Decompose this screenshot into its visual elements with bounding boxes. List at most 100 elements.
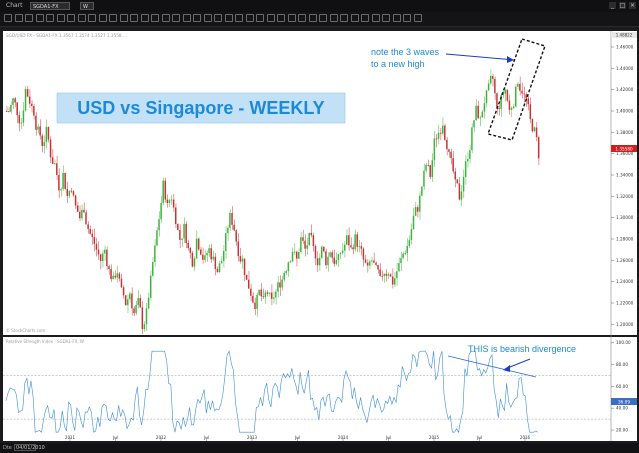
candle [377, 264, 379, 270]
candle [273, 297, 275, 299]
arrow-icon [507, 56, 514, 63]
candle [197, 238, 200, 250]
toolbar-tool-icon[interactable] [350, 14, 359, 22]
toolbar-tool-icon[interactable] [245, 14, 254, 22]
candle [37, 126, 39, 130]
candle [346, 235, 348, 245]
toolbar-tool-icon[interactable] [4, 14, 12, 22]
toolbar-tool-icon[interactable] [224, 14, 233, 22]
toolbar-tool-icon[interactable] [14, 14, 23, 22]
toolbar-tool-icon[interactable] [308, 14, 317, 22]
toolbar-tool-icon[interactable] [182, 14, 191, 22]
candle [16, 102, 18, 116]
candle [479, 117, 481, 119]
toolbar-tool-icon[interactable] [371, 14, 380, 22]
candle [393, 278, 396, 285]
toolbar-tool-icon[interactable] [298, 14, 306, 22]
candle [216, 268, 219, 273]
candle [193, 258, 196, 267]
toolbar-tool-icon[interactable] [214, 14, 222, 22]
toolbar-tool-icon[interactable] [235, 14, 243, 22]
y-tick-label: 1.22000 [616, 301, 634, 306]
candle [506, 89, 509, 101]
minimize-icon[interactable]: _ [609, 2, 616, 9]
toolbar-tool-icon[interactable] [172, 14, 180, 22]
toolbar-tool-icon[interactable] [392, 14, 401, 22]
toolbar-tool-icon[interactable] [319, 14, 327, 22]
rsi-panel[interactable] [3, 337, 611, 441]
candle [76, 205, 79, 212]
chart-svg[interactable]: SGD/USD FX - SGDA1-FX 1.3567 1.3574 1.35… [0, 27, 639, 443]
candle [475, 105, 477, 121]
toolbar-tool-icon[interactable] [340, 14, 348, 22]
candle [423, 170, 425, 187]
y-tick-label: 1.20000 [616, 322, 634, 327]
candle [18, 115, 21, 124]
candle [456, 179, 459, 184]
toolbar-tool-icon[interactable] [98, 14, 107, 22]
x-tick-label: Jul [294, 435, 300, 440]
candle [62, 172, 64, 189]
toolbar-tool-icon[interactable] [67, 14, 75, 22]
candle [85, 212, 87, 225]
toolbar-tool-icon[interactable] [329, 14, 338, 22]
candle [35, 115, 37, 130]
toolbar-tool-icon[interactable] [88, 14, 96, 22]
toolbar-tool-icon[interactable] [361, 14, 369, 22]
toolbar-tool-icon[interactable] [413, 14, 422, 22]
chart-area[interactable]: SGD/USD FX - SGDA1-FX 1.3567 1.3574 1.35… [0, 27, 639, 443]
x-tick-label: 2014 [338, 435, 349, 440]
toolbar-tool-icon[interactable] [403, 14, 411, 22]
candle [135, 305, 137, 314]
x-tick-label: 2016 [520, 435, 531, 440]
toolbar-tool-icon[interactable] [193, 14, 201, 22]
maximize-icon[interactable]: □ [619, 2, 626, 9]
x-tick-label: 2015 [429, 435, 440, 440]
candle [254, 302, 256, 310]
candle [114, 275, 116, 278]
main-header-text: SGD/USD FX - SGDA1-FX 1.3567 1.3574 1.35… [6, 33, 127, 38]
candle [137, 298, 139, 306]
candle [412, 215, 415, 230]
toolbar-tool-icon[interactable] [266, 14, 275, 22]
title-box [56, 92, 346, 124]
candle [504, 89, 507, 94]
y-tick-label: 1.26000 [616, 258, 634, 263]
close-icon[interactable]: × [629, 2, 636, 9]
toolbar-tool-icon[interactable] [161, 14, 170, 22]
candle [33, 106, 35, 116]
toolbar-tool-icon[interactable] [277, 14, 285, 22]
candle [441, 125, 444, 134]
toolbar-tool-icon[interactable] [203, 14, 212, 22]
candle [489, 76, 492, 84]
chart-title: USD vs Singapore - WEEKLY [77, 98, 324, 118]
toolbar-tool-icon[interactable] [35, 14, 44, 22]
date-input[interactable]: 04/01/2010 [14, 444, 45, 451]
candle [385, 273, 388, 276]
candle [222, 250, 225, 262]
price-panel[interactable] [3, 31, 611, 335]
toolbar-tool-icon[interactable] [130, 14, 138, 22]
toolbar-tool-icon[interactable] [382, 14, 390, 22]
symbol-input[interactable]: SGDA1-FX [30, 2, 70, 10]
toolbar-tool-icon[interactable] [151, 14, 159, 22]
candlestick-series [6, 69, 540, 335]
candle [437, 132, 440, 139]
toolbar-tool-icon[interactable] [56, 14, 65, 22]
timeframe-input[interactable]: W [80, 2, 94, 10]
candle [416, 207, 419, 212]
toolbar-tool-icon[interactable] [77, 14, 86, 22]
y-tick-label: 1.42000 [616, 87, 634, 92]
candle [266, 292, 269, 294]
candle [56, 163, 58, 176]
toolbar-tool-icon[interactable] [287, 14, 296, 22]
toolbar-tool-icon[interactable] [119, 14, 128, 22]
candle [64, 172, 66, 189]
toolbar-tool-icon[interactable] [46, 14, 54, 22]
toolbar-tool-icon[interactable] [25, 14, 33, 22]
toolbar-tool-icon[interactable] [109, 14, 117, 22]
candle [298, 252, 300, 259]
wave-channel-annotation [487, 38, 546, 141]
toolbar-tool-icon[interactable] [140, 14, 149, 22]
toolbar-tool-icon[interactable] [256, 14, 264, 22]
